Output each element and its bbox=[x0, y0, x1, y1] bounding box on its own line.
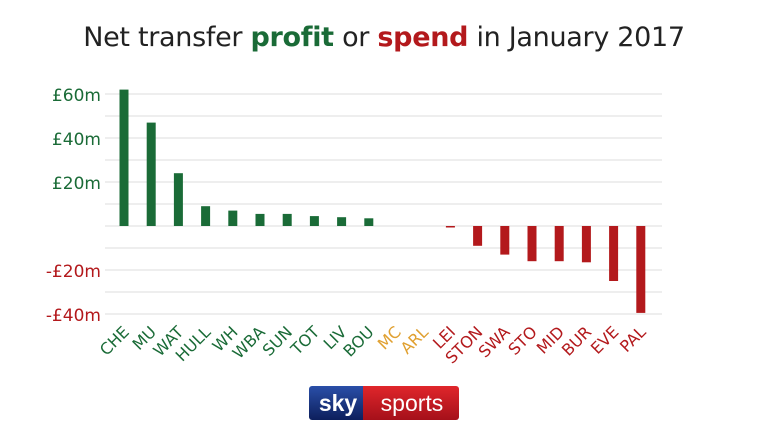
bar-wh bbox=[228, 210, 238, 226]
bar-liv bbox=[337, 217, 347, 226]
bar-tot bbox=[309, 216, 319, 226]
title-spend-word: spend bbox=[377, 22, 469, 53]
bars bbox=[119, 89, 646, 313]
y-axis-labels: £60m £40m £20m -£20m -£40m bbox=[46, 86, 101, 326]
chart-title: Net transfer profit or spend in January … bbox=[0, 22, 768, 53]
x-tick-label-arl: ARL bbox=[397, 322, 432, 357]
y-tick-label: £60m bbox=[52, 86, 101, 106]
y-tick-label: £20m bbox=[52, 174, 101, 194]
x-tick-label-che: CHE bbox=[96, 322, 133, 359]
x-tick-label-bou: BOU bbox=[339, 322, 377, 360]
bar-bur bbox=[581, 226, 591, 263]
bar-che bbox=[119, 89, 129, 226]
x-tick-label-pal: PAL bbox=[616, 322, 650, 356]
title-profit-word: profit bbox=[250, 22, 334, 53]
title-part-2: or bbox=[333, 22, 378, 53]
bar-lei bbox=[445, 226, 455, 228]
bar-mid bbox=[554, 226, 564, 262]
bar-wba bbox=[255, 213, 265, 226]
bar-ston bbox=[473, 226, 483, 246]
logo-sports-text: sports bbox=[381, 390, 444, 416]
bar-hull bbox=[201, 206, 211, 226]
title-part-1: Net transfer bbox=[83, 22, 251, 53]
bar-wat bbox=[173, 173, 183, 226]
bar-swa bbox=[500, 226, 510, 255]
y-tick-label: -£20m bbox=[46, 262, 101, 282]
bar-mu bbox=[146, 122, 156, 226]
y-tick-label: £40m bbox=[52, 130, 101, 150]
bar-pal bbox=[636, 226, 646, 313]
grid-lines bbox=[105, 93, 662, 315]
x-axis-labels: CHEMUWATHULLWHWBASUNTOTLIVBOUMCARLLEISTO… bbox=[96, 322, 650, 367]
logo-sky-text: sky bbox=[319, 390, 358, 416]
sky-sports-logo: sky sports bbox=[309, 386, 459, 420]
bar-sun bbox=[282, 213, 292, 226]
y-tick-label: -£40m bbox=[46, 306, 101, 326]
bar-sto bbox=[527, 226, 537, 262]
title-part-3: in January 2017 bbox=[468, 22, 685, 53]
transfer-bar-chart: £60m £40m £20m -£20m -£40m CHEMUWATHULLWHWBA… bbox=[46, 86, 662, 367]
bar-eve bbox=[609, 226, 619, 281]
x-tick-label-tot: TOT bbox=[286, 322, 323, 359]
bar-bou bbox=[364, 218, 374, 226]
